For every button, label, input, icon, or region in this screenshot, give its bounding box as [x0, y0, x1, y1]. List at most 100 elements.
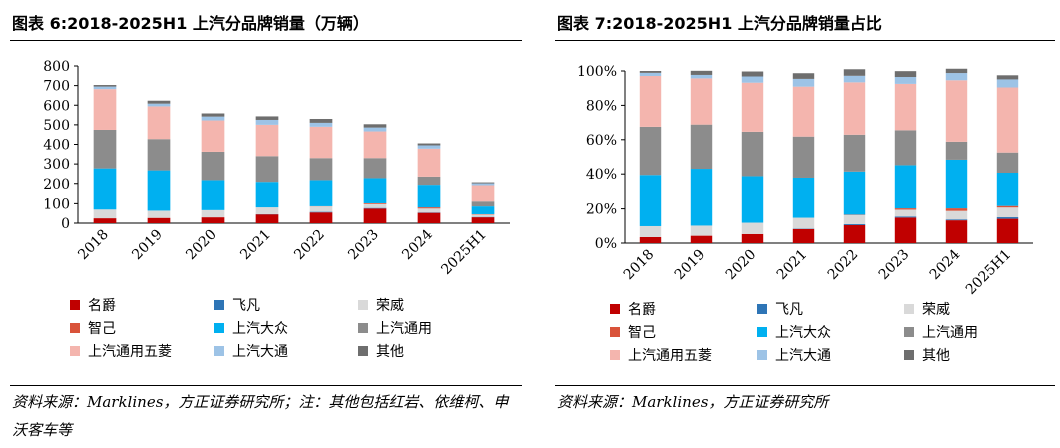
panel-brand-share: 图表 7:2018-2025H1 上汽分品牌销量占比 0% 20% 40% 60% 80… — [545, 0, 1060, 448]
bar-segment — [792, 78, 815, 87]
bar-segment — [201, 151, 225, 181]
share-chart: 0% 20% 40% 60% 80% 100% 2018 2019 2020 2021 2022 20… — [577, 64, 1033, 364]
bar-segment — [843, 75, 866, 83]
bar-segment — [639, 126, 662, 176]
bar-segment — [471, 182, 495, 184]
legend-swatch — [214, 323, 224, 333]
bar-segment — [309, 206, 333, 212]
bar-segment — [93, 129, 117, 169]
bar-segment — [843, 69, 866, 76]
bar-segment — [996, 172, 1019, 206]
bar-segment — [201, 120, 225, 152]
legend-label: 上汽通用五菱 — [88, 344, 172, 360]
legend-label: 上汽大众 — [232, 321, 288, 337]
bar-segment — [690, 225, 713, 236]
bar-segment — [147, 170, 171, 211]
bar-segment — [417, 143, 441, 146]
bar-segment — [471, 201, 495, 207]
bar-segment — [93, 218, 117, 223]
bar-segment — [417, 148, 441, 177]
bar-segment — [255, 182, 279, 208]
y-tick-label: 100% — [577, 64, 617, 80]
bar-segment — [690, 235, 713, 243]
bar-segment — [945, 141, 968, 160]
y-tick-label: 20% — [586, 202, 617, 218]
legend-label: 上汽通用 — [376, 321, 432, 337]
bar-segment — [255, 156, 279, 183]
bar-segment — [471, 214, 495, 217]
bar-segment — [147, 210, 171, 218]
bar-segment — [690, 78, 713, 125]
bar-segment — [945, 159, 968, 209]
source-note: 资料来源：Marklines，方正证券研究所 — [557, 393, 829, 411]
bar-segment — [147, 103, 171, 107]
bar-segment — [417, 212, 441, 223]
bar-segment — [843, 224, 866, 243]
bar-segment — [843, 134, 866, 172]
bar-segment — [309, 118, 333, 123]
bar-segment — [690, 70, 713, 75]
legend-swatch — [757, 350, 767, 360]
bar-segment — [843, 171, 866, 215]
bar-segment — [894, 77, 917, 84]
source-rule — [10, 385, 522, 386]
bar-segment — [147, 139, 171, 171]
bar-segment — [93, 89, 117, 130]
chart-title-share: 图表 7:2018-2025H1 上汽分品牌销量占比 — [557, 14, 882, 33]
legend-swatch — [214, 346, 224, 356]
bar-segment — [93, 85, 117, 87]
legend-label: 飞凡 — [775, 302, 803, 318]
bar-segment — [792, 86, 815, 137]
legend-label: 其他 — [922, 348, 950, 364]
bar-segment — [363, 127, 387, 132]
bar-segment — [201, 217, 225, 223]
y-tick-label: 400 — [43, 138, 70, 154]
legend-label: 上汽通用五菱 — [628, 348, 712, 364]
legend-label: 其他 — [376, 344, 404, 360]
bar-segment — [201, 116, 225, 121]
bar-segment — [201, 113, 225, 117]
bar-segment — [147, 100, 171, 104]
panel-brand-volume: 图表 6:2018-2025H1 上汽分品牌销量（万辆） 0 100 200 300 4… — [10, 14, 522, 439]
legend-label: 上汽大众 — [775, 325, 831, 341]
legend-swatch — [757, 304, 767, 314]
title-rule — [555, 40, 1055, 41]
bar-segment — [417, 185, 441, 208]
bar-segment — [894, 83, 917, 131]
bar-segment — [792, 177, 815, 218]
bar-segment — [945, 219, 968, 221]
bar-segment — [363, 208, 387, 223]
x-tick-label: 2025H1 — [963, 247, 1014, 298]
x-tick-label: 2019 — [129, 227, 166, 264]
y-tick-label: 200 — [43, 177, 70, 193]
bar-segment — [690, 74, 713, 79]
bar-segment — [417, 145, 441, 149]
legend-swatch — [70, 323, 80, 333]
y-tick-label: 500 — [43, 118, 70, 134]
bar-segment — [741, 76, 764, 83]
bar-segment — [93, 168, 117, 210]
bar-segment — [255, 207, 279, 214]
legend-swatch — [358, 323, 368, 333]
x-tick-label: 2020 — [723, 247, 760, 284]
bar-segment — [996, 218, 1019, 243]
bar-segment — [309, 122, 333, 127]
bar-segment — [792, 217, 815, 229]
legend-swatch — [358, 300, 368, 310]
legend-label: 荣威 — [376, 298, 404, 314]
bar-segment — [996, 87, 1019, 153]
bar-segment — [945, 73, 968, 81]
legend-swatch — [610, 304, 620, 314]
bar-segment — [639, 72, 662, 76]
legend-label: 飞凡 — [232, 298, 260, 314]
bar-segment — [843, 214, 866, 224]
bar-segment — [894, 208, 917, 210]
y-tick-label: 60% — [586, 133, 617, 149]
x-tick-label: 2022 — [291, 227, 328, 264]
bar-segment — [945, 220, 968, 243]
x-tick-label: 2020 — [183, 227, 220, 264]
x-tick-label: 2023 — [345, 227, 382, 264]
bar-segment — [417, 208, 441, 213]
bar-segment — [792, 73, 815, 79]
y-tick-label: 100 — [43, 196, 70, 212]
